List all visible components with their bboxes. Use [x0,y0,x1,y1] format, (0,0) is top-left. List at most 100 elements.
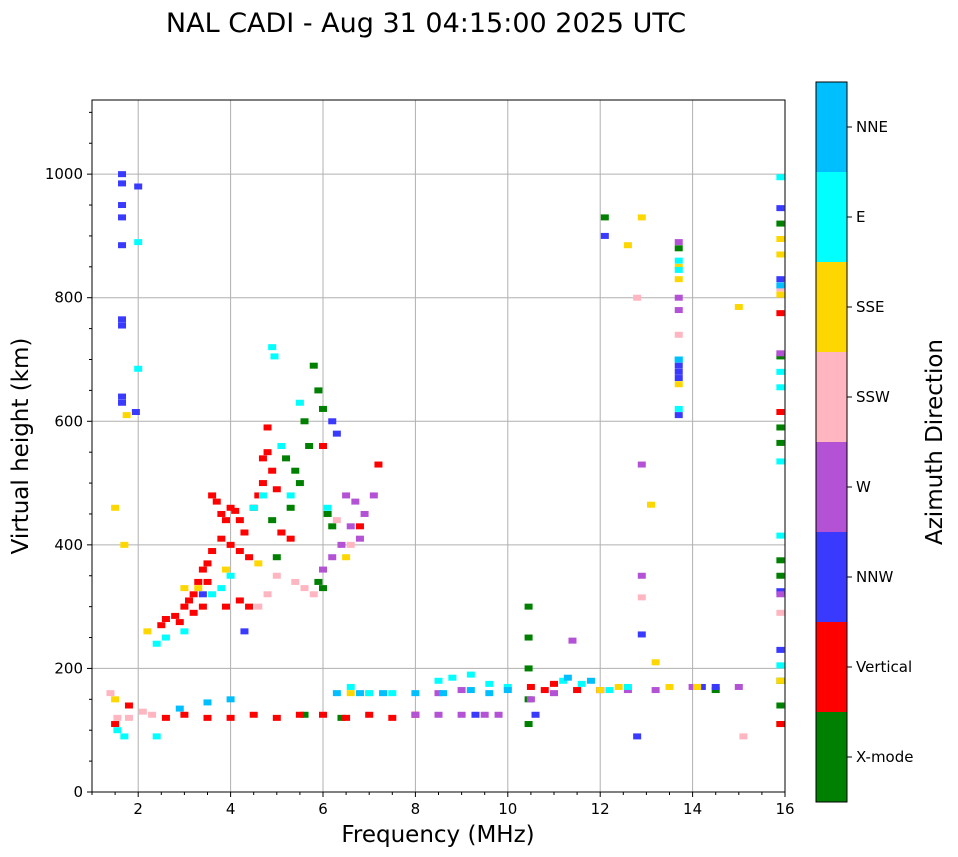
data-point-ssw [309,591,318,598]
colorbar-tick-label: W [856,478,871,496]
data-point-x-mode [300,418,309,425]
data-point-vertical [249,711,258,718]
data-point-w [494,711,503,718]
data-point-sse [674,276,683,283]
data-point-x-mode [323,510,332,517]
data-point-nnw [118,393,127,400]
data-point-vertical [198,603,207,610]
data-point-e [208,591,217,598]
data-point-vertical [198,566,207,573]
data-point-vertical [240,529,249,536]
data-point-x-mode [291,467,300,474]
data-point-e [674,266,683,273]
data-point-w [457,711,466,718]
data-point-sse [342,554,351,561]
data-point-nnw [637,631,646,638]
data-point-nnw [776,646,785,653]
data-point-sse [776,677,785,684]
data-point-w [328,554,337,561]
data-point-nne [674,356,683,363]
data-point-e [295,399,304,406]
data-point-nnw [633,733,642,740]
data-point-nnw [118,316,127,323]
data-point-vertical [245,554,254,561]
data-point-x-mode [776,424,785,431]
data-point-w [342,492,351,499]
data-point-nnw [674,375,683,382]
data-point-e [268,344,277,351]
data-point-sse [623,242,632,249]
data-point-vertical [295,711,304,718]
data-point-e [466,671,475,678]
data-point-vertical [319,443,327,449]
data-point-vertical [272,714,281,721]
data-point-vertical [258,455,267,462]
data-point-vertical [258,480,267,487]
data-point-e [605,687,614,694]
data-point-w [355,535,364,542]
data-point-x-mode [319,405,327,412]
data-point-ssw [300,585,309,592]
data-point-vertical [776,409,785,416]
data-point-e [776,662,785,669]
data-point-sse [734,303,743,310]
data-point-e [674,257,683,264]
data-point-w [526,696,535,703]
data-point-x-mode [314,578,323,585]
data-point-e [776,532,785,539]
data-point-e [448,674,457,681]
data-point-x-mode [524,721,533,728]
data-point-w [346,523,355,530]
data-point-vertical [355,523,364,530]
data-point-e [134,365,143,372]
data-point-x-mode [268,517,277,524]
data-point-nne [485,690,494,697]
x-axis-label: Frequency (MHz) [341,822,534,848]
data-point-x-mode [524,603,533,610]
data-point-nne [175,705,184,712]
data-point-ssw [346,541,355,548]
data-point-vertical [124,702,133,709]
data-point-ssw [776,285,785,292]
data-point-vertical [263,449,272,456]
data-point-vertical [268,467,277,474]
data-point-x-mode [319,585,327,592]
data-point-sse [776,236,785,243]
colorbar-tick-label: Vertical [856,658,912,676]
data-point-e [776,368,785,375]
data-point-x-mode [776,220,785,227]
data-point-vertical [245,603,254,610]
data-point-nnw [776,588,785,595]
data-point-vertical [235,517,244,524]
data-point-vertical [776,310,785,317]
data-point-sse [111,504,120,511]
data-point-nne [466,687,475,694]
data-point-w [568,637,577,644]
colorbar-tick-label: NNW [856,568,893,586]
grid-lines [92,100,785,792]
colorbar-segment [816,532,847,622]
data-point-w [674,307,683,314]
data-point-w [776,350,785,357]
data-point-ssw [113,714,122,721]
data-point-x-mode [776,702,785,709]
data-point-vertical [550,680,558,687]
data-point-e [226,572,235,579]
data-point-w [776,591,785,598]
data-point-vertical [286,535,295,542]
data-point-e [485,680,494,687]
y-tick-label: 800 [54,289,83,307]
data-point-vertical [208,548,217,555]
data-point-w [674,294,683,301]
data-point-w [688,683,697,690]
y-axis-ticks: 0 200 400 600 800 1000 [45,111,92,801]
data-point-e [346,683,355,690]
data-point-e [134,239,143,246]
data-point-sse [647,501,656,508]
data-point-ssw [674,331,683,338]
data-point-vertical [203,714,212,721]
data-point-e [559,677,568,684]
colorbar-segment [816,262,847,352]
y-tick-label: 200 [54,659,83,677]
data-point-vertical [157,622,166,629]
